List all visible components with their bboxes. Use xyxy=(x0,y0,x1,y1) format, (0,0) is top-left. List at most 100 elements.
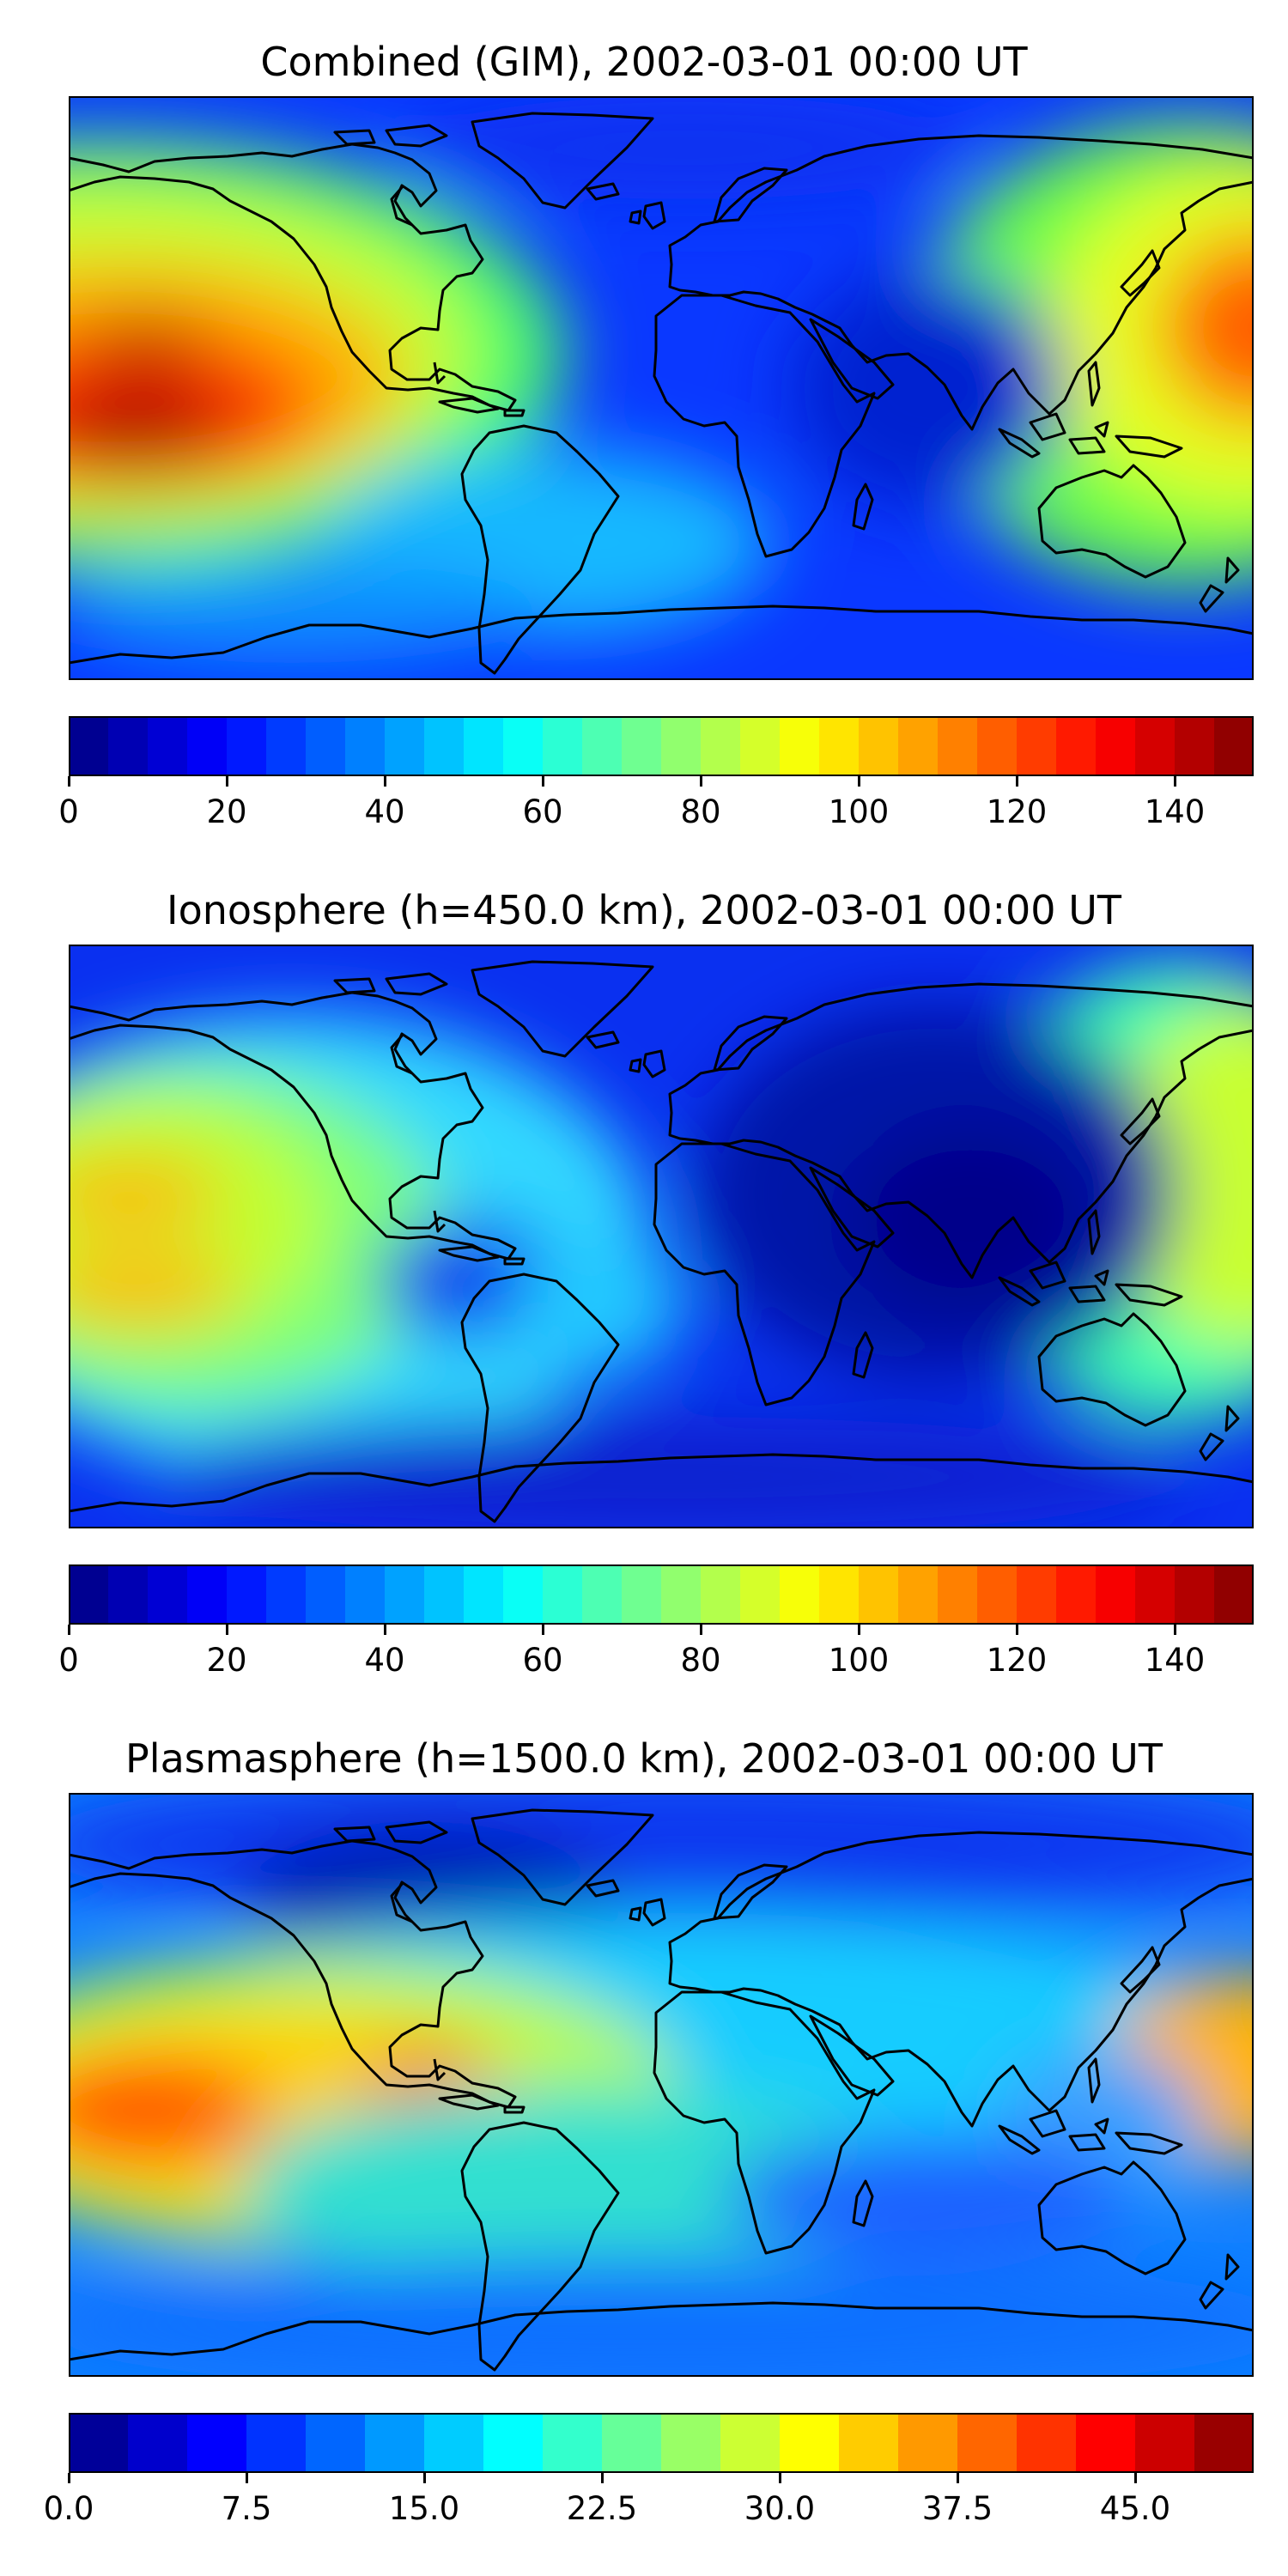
colorbar-level xyxy=(424,2413,484,2473)
colorbar-level xyxy=(306,1564,346,1625)
colorbar-level xyxy=(582,1564,623,1625)
colorbar-level xyxy=(266,1564,307,1625)
colorbar-tick-label: 40 xyxy=(364,793,405,830)
colorbar-tick-label: 120 xyxy=(986,793,1048,830)
ionosphere-panel: Ionosphere (h=450.0 km), 2002-03-01 00:0… xyxy=(58,887,1255,1679)
colorbar-level xyxy=(543,1564,583,1625)
colorbar-level xyxy=(148,1564,188,1625)
colorbar xyxy=(69,2413,1255,2473)
colorbar-level xyxy=(859,1564,899,1625)
colorbar-level xyxy=(543,716,583,776)
colorbar-level xyxy=(1017,2413,1077,2473)
colorbar-level xyxy=(740,1564,781,1625)
colorbar-level xyxy=(622,1564,662,1625)
colorbar-tick xyxy=(384,776,386,787)
colorbar-tick xyxy=(246,2473,248,2483)
colorbar-level xyxy=(464,716,504,776)
ionosphere-map xyxy=(69,945,1254,1528)
colorbar-level xyxy=(365,2413,425,2473)
colorbar-level xyxy=(780,1564,820,1625)
colorbar-tick xyxy=(700,776,702,787)
colorbar-level xyxy=(1135,2413,1195,2473)
colorbar-level xyxy=(839,2413,899,2473)
colorbar-level xyxy=(503,716,544,776)
map-frame xyxy=(69,1793,1254,2377)
colorbar-level xyxy=(720,2413,781,2473)
colorbar-tick-label: 60 xyxy=(522,1642,563,1679)
colorbar-level xyxy=(582,716,623,776)
colorbar-tick-label: 0.0 xyxy=(43,2490,94,2527)
colorbar-level xyxy=(1017,716,1057,776)
colorbar-level xyxy=(385,716,425,776)
colorbar-level xyxy=(108,1564,149,1625)
colorbar-levels xyxy=(69,2413,1255,2473)
colorbar-tick xyxy=(957,2473,959,2483)
colorbar-tick xyxy=(601,2473,604,2483)
colorbar-level xyxy=(701,716,741,776)
colorbar-tick-label: 80 xyxy=(680,1642,721,1679)
colorbar-tick xyxy=(68,776,70,787)
colorbar-level xyxy=(898,716,939,776)
combined-panel: Combined (GIM), 2002-03-01 00:00 UT xyxy=(0,0,1288,859)
colorbar-level xyxy=(69,2413,129,2473)
colorbar-level xyxy=(503,1564,544,1625)
colorbar-level xyxy=(227,1564,267,1625)
colorbar-tick xyxy=(858,776,860,787)
colorbar-level xyxy=(187,1564,228,1625)
panel-title: Ionosphere (h=450.0 km), 2002-03-01 00:0… xyxy=(167,887,1121,933)
colorbar-tick-label: 37.5 xyxy=(921,2490,993,2527)
colorbar-tick xyxy=(1016,1625,1018,1635)
colorbar-level xyxy=(345,1564,386,1625)
colorbar-tick-label: 120 xyxy=(986,1642,1048,1679)
colorbar-ticks: 0 20 40 60 80 100 120 140 xyxy=(58,1625,1254,1679)
colorbar-tick xyxy=(700,1625,702,1635)
colorbar-tick-label: 20 xyxy=(206,1642,247,1679)
colorbar-level xyxy=(661,2413,721,2473)
colorbar-tick xyxy=(1134,2473,1137,2483)
colorbar-level xyxy=(266,716,307,776)
colorbar-tick xyxy=(779,2473,781,2483)
combined-map xyxy=(69,96,1254,680)
colorbar-level xyxy=(1214,716,1255,776)
colorbar-level xyxy=(543,2413,603,2473)
colorbar-level xyxy=(1135,716,1176,776)
colorbar-level xyxy=(938,716,978,776)
colorbar-level xyxy=(661,1564,702,1625)
colorbar-tick xyxy=(542,1625,544,1635)
colorbar-level xyxy=(424,716,465,776)
colorbar-level xyxy=(819,1564,860,1625)
colorbar-level xyxy=(187,716,228,776)
colorbar-tick xyxy=(423,2473,426,2483)
colorbar-level xyxy=(701,1564,741,1625)
colorbar-level xyxy=(69,1564,109,1625)
colorbar-tick-label: 100 xyxy=(828,1642,890,1679)
colorbar-level xyxy=(227,716,267,776)
colorbar-level xyxy=(957,2413,1018,2473)
colorbar-level xyxy=(483,2413,544,2473)
colorbar-level xyxy=(780,716,820,776)
colorbar-tick-label: 30.0 xyxy=(744,2490,816,2527)
colorbar-tick-label: 0 xyxy=(58,1642,79,1679)
colorbar-tick-label: 40 xyxy=(364,1642,405,1679)
colorbar-levels xyxy=(69,1564,1255,1625)
colorbar-level xyxy=(128,2413,188,2473)
colorbar-level xyxy=(464,1564,504,1625)
colorbar-level xyxy=(345,716,386,776)
colorbar-tick xyxy=(226,776,228,787)
colorbar-level xyxy=(306,2413,366,2473)
colorbar-levels xyxy=(69,716,1255,776)
colorbar-tick xyxy=(226,1625,228,1635)
colorbar-level xyxy=(819,716,860,776)
plasmasphere-map xyxy=(69,1793,1254,2377)
colorbar-level xyxy=(69,716,109,776)
colorbar-level xyxy=(938,1564,978,1625)
colorbar-level xyxy=(977,1564,1018,1625)
panel-title: Plasmasphere (h=1500.0 km), 2002-03-01 0… xyxy=(125,1735,1163,1782)
colorbar-level xyxy=(1175,716,1215,776)
colorbar xyxy=(69,1564,1255,1625)
colorbar-level xyxy=(424,1564,465,1625)
colorbar-level xyxy=(859,716,899,776)
colorbar-tick-label: 140 xyxy=(1144,793,1206,830)
colorbar-frame xyxy=(69,1564,1254,1625)
